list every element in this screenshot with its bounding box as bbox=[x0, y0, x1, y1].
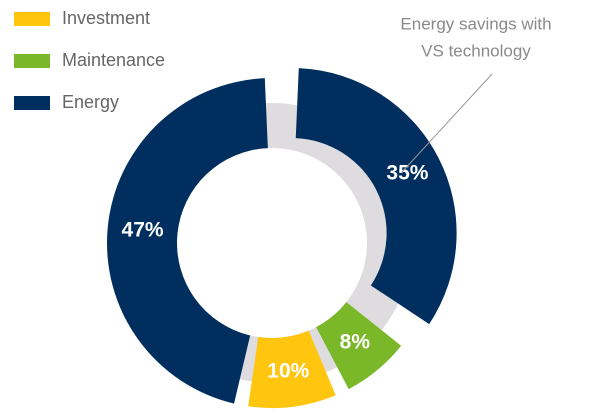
annotation-text: VS technology bbox=[421, 41, 531, 60]
donut-slice bbox=[295, 68, 457, 325]
annotation-text: Energy savings with bbox=[400, 14, 551, 33]
legend-swatch bbox=[14, 12, 50, 26]
legend-swatch bbox=[14, 96, 50, 110]
value-label: 35% bbox=[386, 162, 428, 185]
legend-swatch bbox=[14, 54, 50, 68]
donut-slice bbox=[248, 330, 336, 408]
value-label: 47% bbox=[122, 218, 164, 241]
value-label: 8% bbox=[340, 331, 371, 354]
donut-slice bbox=[316, 302, 402, 390]
value-label: 10% bbox=[267, 360, 309, 383]
legend-label: Maintenance bbox=[62, 50, 165, 70]
annotation-leader bbox=[401, 73, 493, 173]
legend-label: Investment bbox=[62, 8, 150, 28]
legend-label: Energy bbox=[62, 92, 119, 112]
donut-slice bbox=[107, 78, 268, 404]
